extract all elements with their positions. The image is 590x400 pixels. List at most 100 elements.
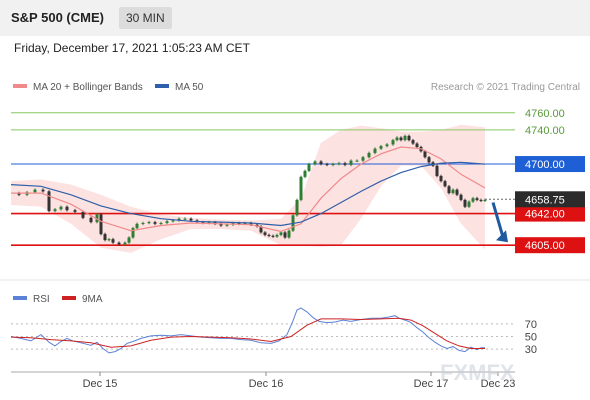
candle-body <box>463 199 467 207</box>
last-price-label: 4658.75 <box>525 194 565 206</box>
candle-body <box>443 181 447 187</box>
x-tick-label-Dec 17: Dec 17 <box>414 378 449 390</box>
candle-body <box>249 222 253 225</box>
level-label-4642.00: 4642.00 <box>525 209 565 221</box>
candle-body <box>295 199 299 216</box>
candle-body <box>303 170 307 177</box>
candle-body <box>65 206 69 211</box>
candle-body <box>153 222 157 224</box>
candle-body <box>59 206 63 210</box>
candle-body <box>107 239 111 241</box>
rsi-line <box>10 307 485 354</box>
candle-body <box>207 222 211 224</box>
instrument-title: S&P 500 (CME) <box>11 10 104 25</box>
candle-body <box>349 160 353 165</box>
candle-body <box>423 151 427 158</box>
candle-body <box>259 226 263 233</box>
candle-body <box>275 234 279 237</box>
candle-body <box>411 140 415 144</box>
candle-body <box>455 189 459 195</box>
candle-body <box>103 234 107 241</box>
chart-header: S&P 500 (CME) 30 MIN <box>0 0 590 36</box>
ma50-line <box>10 161 486 227</box>
candle-body <box>307 164 311 171</box>
candle-body <box>131 228 135 238</box>
legend-label-9ma: 9MA <box>82 294 103 305</box>
level-tag-4642.00 <box>515 205 585 222</box>
candle-body <box>331 164 335 166</box>
candle-body <box>467 201 471 207</box>
candle-body <box>147 222 151 224</box>
candle-body <box>237 222 241 224</box>
x-tick-label-Dec 23: Dec 23 <box>481 378 516 390</box>
candle-body <box>267 234 271 236</box>
candle-body <box>459 194 463 200</box>
candle-body <box>117 242 121 245</box>
candle-body <box>73 210 77 212</box>
candle-body <box>243 222 247 224</box>
candle-body <box>225 224 229 226</box>
candle-body <box>279 232 283 235</box>
candle-body <box>337 163 341 165</box>
rsi-ma-line <box>10 317 485 349</box>
interval-badge[interactable]: 30 MIN <box>119 7 172 29</box>
candle-body <box>89 217 93 223</box>
legend-swatch-ma50 <box>155 84 169 88</box>
level-tag-4700.00 <box>515 156 585 173</box>
level-label-4740.00: 4740.00 <box>525 125 565 137</box>
candle-body <box>343 163 347 165</box>
candle-body <box>165 221 169 223</box>
candle-body <box>159 222 163 224</box>
candle-body <box>81 211 85 218</box>
candle-body <box>99 214 103 235</box>
candle-body <box>271 235 275 237</box>
candle-body <box>373 148 377 153</box>
candle-body <box>403 135 407 141</box>
legend-label-rsi: RSI <box>33 294 50 305</box>
candle-body <box>135 223 139 229</box>
level-label-4760.00: 4760.00 <box>525 108 565 120</box>
candle-body <box>471 198 475 202</box>
candle-body <box>325 164 329 166</box>
bollinger-band-area <box>11 124 485 253</box>
candle-body <box>447 186 451 194</box>
candle-body <box>435 165 439 177</box>
candle-body <box>183 218 187 220</box>
legend-swatch-9ma <box>62 296 76 300</box>
candle-body <box>399 137 403 141</box>
candle-body <box>283 232 287 238</box>
candle-body <box>299 176 303 200</box>
candle-body <box>171 220 175 222</box>
x-tick-label-Dec 15: Dec 15 <box>83 378 118 390</box>
candle-body <box>451 189 455 194</box>
candle-body <box>41 189 45 192</box>
candle-body <box>367 152 371 158</box>
candle-body <box>313 161 317 165</box>
watermark: FXMFX <box>440 360 515 385</box>
candle-body <box>111 239 115 243</box>
candle-body <box>263 232 267 235</box>
candle-body <box>53 209 57 212</box>
legend-label-ma50: MA 50 <box>175 82 204 93</box>
candle-body <box>17 193 21 195</box>
candle-body <box>287 230 291 238</box>
legend-label-ma20: MA 20 + Bollinger Bands <box>33 82 143 93</box>
level-label-4605.00: 4605.00 <box>525 240 565 252</box>
candle-body <box>177 218 181 221</box>
candle-body <box>319 161 323 165</box>
legend-swatch-ma20 <box>13 84 27 88</box>
candle-body <box>189 218 193 221</box>
candle-body <box>483 199 487 201</box>
candle-body <box>213 222 217 224</box>
candle-body <box>201 222 205 224</box>
level-tag-4605.00 <box>515 237 585 254</box>
forecast-arrow-head <box>496 230 508 243</box>
candle-body <box>127 237 131 243</box>
candle-body <box>385 144 389 147</box>
candle-body <box>47 191 51 212</box>
rsi-tick-50: 50 <box>525 332 537 344</box>
candle-body <box>439 176 443 182</box>
candle-body <box>391 140 395 145</box>
candle-body <box>427 157 431 163</box>
